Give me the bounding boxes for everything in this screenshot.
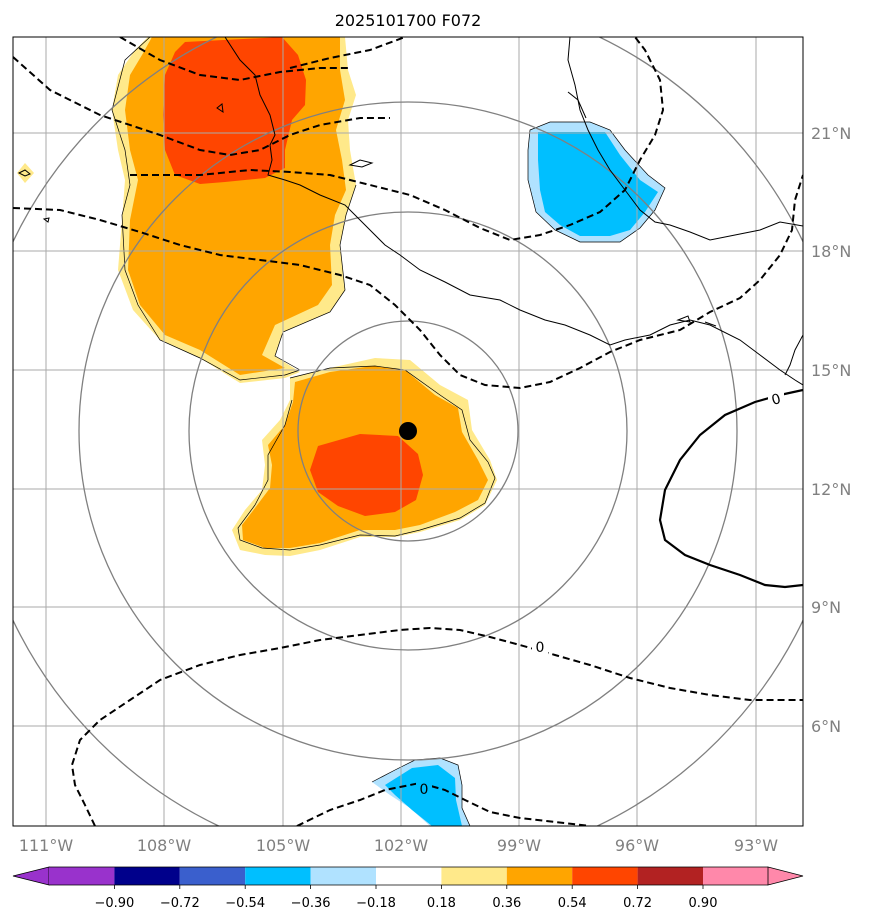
shading-red-north [163,37,306,184]
colorbar-tick-label: −0.54 [225,896,265,911]
lat-tick-label: 21°N [811,124,851,143]
colorbar-segment [114,867,180,885]
colorbar-segment [637,867,703,885]
gridlines [13,37,803,826]
shading-red-south [310,434,423,516]
colorbar-segment [506,867,573,885]
colorbar-tick-label: 0.36 [492,896,521,911]
colorbar-segment [49,867,115,885]
lon-tick-label: 93°W [734,836,778,855]
contour-label-0-right: 0 [770,391,783,409]
shading-yellow-diamond [17,163,34,183]
shading-blue-ne [538,132,658,236]
colorbar-segment [572,867,638,885]
outline-south [237,365,496,551]
lon-tick-labels: 111°W 108°W 105°W 102°W 99°W 96°W 93°W [19,836,778,855]
storm-center-marker [399,422,417,440]
colorbar-left-extension [12,866,50,886]
lat-tick-labels: 21°N 18°N 15°N 12°N 9°N 6°N [811,124,851,736]
map-plot-area: 0 0 0 [13,37,803,826]
outline-ne-blue [527,121,666,243]
colorbar: −0.90 −0.72 −0.54 −0.36 −0.18 0.18 0.36 … [12,866,804,911]
colorbar-segment [179,867,246,885]
solid-contour [658,388,803,589]
lon-tick-label: 102°W [374,836,429,855]
lon-tick-label: 96°W [615,836,659,855]
colorbar-segment [310,867,376,885]
colorbar-segment [376,867,442,885]
colorbar-tick-label: 0.90 [689,896,718,911]
colorbar-right-extension [767,866,804,886]
dashed-contours [13,37,803,826]
coastlines [17,37,803,386]
colorbar-segment [441,867,507,885]
contour-label-0-east: 0 [536,640,545,656]
lon-tick-label: 111°W [19,836,74,855]
colorbar-segment [703,867,768,885]
lat-tick-label: 18°N [811,242,851,261]
colorbar-segment [245,867,311,885]
contour-label-0-south: 0 [420,782,429,798]
lat-tick-label: 6°N [811,717,841,736]
lat-tick-label: 12°N [811,480,851,499]
colorbar-tick-label: 0.18 [427,896,456,911]
colorbar-tick-label: −0.18 [356,896,396,911]
lon-tick-label: 99°W [497,836,541,855]
colorbar-tick-label: 0.72 [623,896,652,911]
colorbar-tick-label: −0.36 [291,896,331,911]
range-rings [13,37,803,826]
plot-frame [12,36,804,827]
map-title: 2025101700 F072 [335,11,482,30]
lat-tick-label: 15°N [811,361,851,380]
colorbar-tick-label: −0.90 [94,896,134,911]
colorbar-tick-label: 0.54 [558,896,587,911]
lat-tick-label: 9°N [811,598,841,617]
lon-tick-label: 105°W [256,836,311,855]
colorbar-tick-label: −0.72 [160,896,200,911]
lon-tick-label: 108°W [137,836,192,855]
outline-south-blue [371,757,471,826]
outline-north [111,37,357,381]
